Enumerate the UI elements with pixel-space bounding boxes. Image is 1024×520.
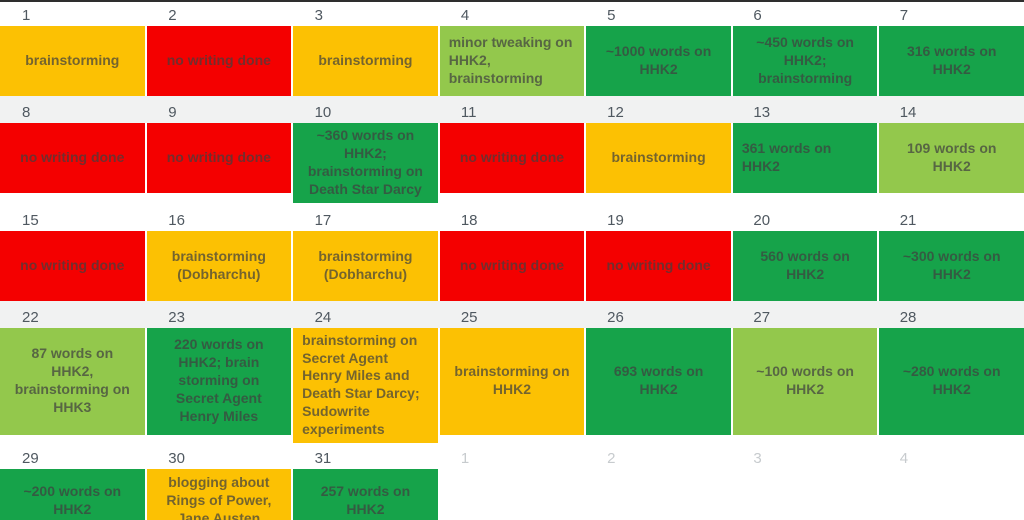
day-number-next-1: 1 xyxy=(460,450,470,468)
day-number-8: 8 xyxy=(22,104,31,121)
day-cell-6: ~450 words on HHK2; brainstorming xyxy=(732,26,878,96)
day-cell-16: brainstorming (Dobharchu) xyxy=(146,230,292,301)
day-number-14: 14 xyxy=(899,104,917,121)
week-row: brainstorming no writing done brainstormin… xyxy=(0,26,1024,96)
day-number-26: 26 xyxy=(607,308,624,326)
day-number-16: 16 xyxy=(168,211,185,229)
day-number-19: 19 xyxy=(607,211,624,229)
day-cell-23: 220 words on HHK2; brain storming on Sec… xyxy=(146,327,292,435)
day-number-17: 17 xyxy=(314,211,332,229)
day-number-23: 23 xyxy=(168,308,185,326)
day-cell-14: 109 words on HHK2 xyxy=(879,123,1024,193)
day-number-10: 10 xyxy=(314,104,332,121)
day-cell-4: minor tweaking on HHK2, brainstorming xyxy=(439,26,585,96)
day-cell-1: brainstorming xyxy=(0,26,145,96)
week-row: ~200 words on HHK2 blogging about Rings o… xyxy=(0,469,1024,520)
day-number-12: 12 xyxy=(607,104,624,121)
day-number-band: 29 30 31 1 2 3 4 xyxy=(0,443,1024,470)
day-number-4: 4 xyxy=(460,7,470,24)
day-number-11: 11 xyxy=(460,104,477,121)
day-number-30: 30 xyxy=(168,450,185,468)
day-number-2: 2 xyxy=(168,7,177,24)
day-cell-15: no writing done xyxy=(0,230,145,301)
day-number-next-3: 3 xyxy=(753,450,762,468)
day-number-next-2: 2 xyxy=(607,450,616,468)
day-number-7: 7 xyxy=(899,7,909,24)
day-cell-27: ~100 words on HHK2 xyxy=(732,327,878,435)
week-row: 87 words on HHK2, brainstorming on HHK3 2… xyxy=(0,327,1024,444)
day-number-13: 13 xyxy=(753,104,771,121)
day-number-6: 6 xyxy=(753,7,762,24)
day-number-band: 22 23 24 25 26 27 28 xyxy=(0,300,1024,328)
day-number-next-4: 4 xyxy=(899,450,909,468)
day-cell-19: no writing done xyxy=(586,230,731,301)
day-number-band: 8 9 10 11 12 13 14 xyxy=(0,96,1024,123)
week-row: no writing done no writing done ~360 words… xyxy=(0,123,1024,203)
day-cell-26: 693 words on HHK2 xyxy=(586,327,731,435)
day-cell-7: 316 words on HHK2 xyxy=(879,26,1024,96)
day-number-band: 1 2 3 4 5 6 7 xyxy=(0,2,1024,26)
day-cell-25: brainstorming on HHK2 xyxy=(439,327,585,435)
day-number-25: 25 xyxy=(460,308,478,326)
day-cell-30: blogging about Rings of Power, Jane Aust… xyxy=(146,469,292,520)
day-cell-next-2 xyxy=(586,469,731,520)
day-cell-next-3 xyxy=(733,469,878,520)
day-number-20: 20 xyxy=(753,211,771,229)
day-number-5: 5 xyxy=(607,7,616,24)
day-cell-11: no writing done xyxy=(439,123,585,193)
day-number-31: 31 xyxy=(314,450,332,468)
day-cell-next-1 xyxy=(440,469,585,520)
day-number-27: 27 xyxy=(753,308,771,326)
day-number-21: 21 xyxy=(899,211,917,229)
day-cell-28: ~280 words on HHK2 xyxy=(879,327,1024,435)
day-number-15: 15 xyxy=(22,211,39,229)
day-number-3: 3 xyxy=(314,7,323,24)
day-number-band: 15 16 17 18 19 20 21 xyxy=(0,202,1024,231)
day-cell-29: ~200 words on HHK2 xyxy=(0,469,145,520)
day-number-24: 24 xyxy=(314,308,332,326)
day-number-28: 28 xyxy=(899,308,917,326)
day-number-29: 29 xyxy=(22,450,39,468)
day-cell-22: 87 words on HHK2, brainstorming on HHK3 xyxy=(0,327,145,435)
day-cell-17: brainstorming (Dobharchu) xyxy=(293,230,438,301)
day-cell-13: 361 words on HHK2 xyxy=(732,123,878,193)
day-cell-31: 257 words on HHK2 xyxy=(293,469,438,520)
day-number-18: 18 xyxy=(460,211,478,229)
day-cell-21: ~300 words on HHK2 xyxy=(879,230,1024,301)
day-cell-10: ~360 words on HHK2; brainstorming on Dea… xyxy=(293,123,438,203)
day-cell-24: brainstorming on Secret Agent Henry Mile… xyxy=(293,327,438,444)
week-row: no writing done brainstorming (Dobharchu)… xyxy=(0,230,1024,301)
day-number-1: 1 xyxy=(22,7,31,24)
day-cell-2: no writing done xyxy=(146,26,292,96)
day-cell-20: 560 words on HHK2 xyxy=(732,230,878,301)
day-cell-5: ~1000 words on HHK2 xyxy=(586,26,731,96)
day-number-9: 9 xyxy=(168,104,177,121)
day-cell-8: no writing done xyxy=(0,123,145,193)
day-number-22: 22 xyxy=(22,308,39,326)
day-cell-12: brainstorming xyxy=(586,123,731,193)
day-cell-18: no writing done xyxy=(439,230,585,301)
day-cell-next-4 xyxy=(879,469,1024,520)
day-cell-3: brainstorming xyxy=(293,26,438,96)
day-cell-9: no writing done xyxy=(146,123,292,193)
